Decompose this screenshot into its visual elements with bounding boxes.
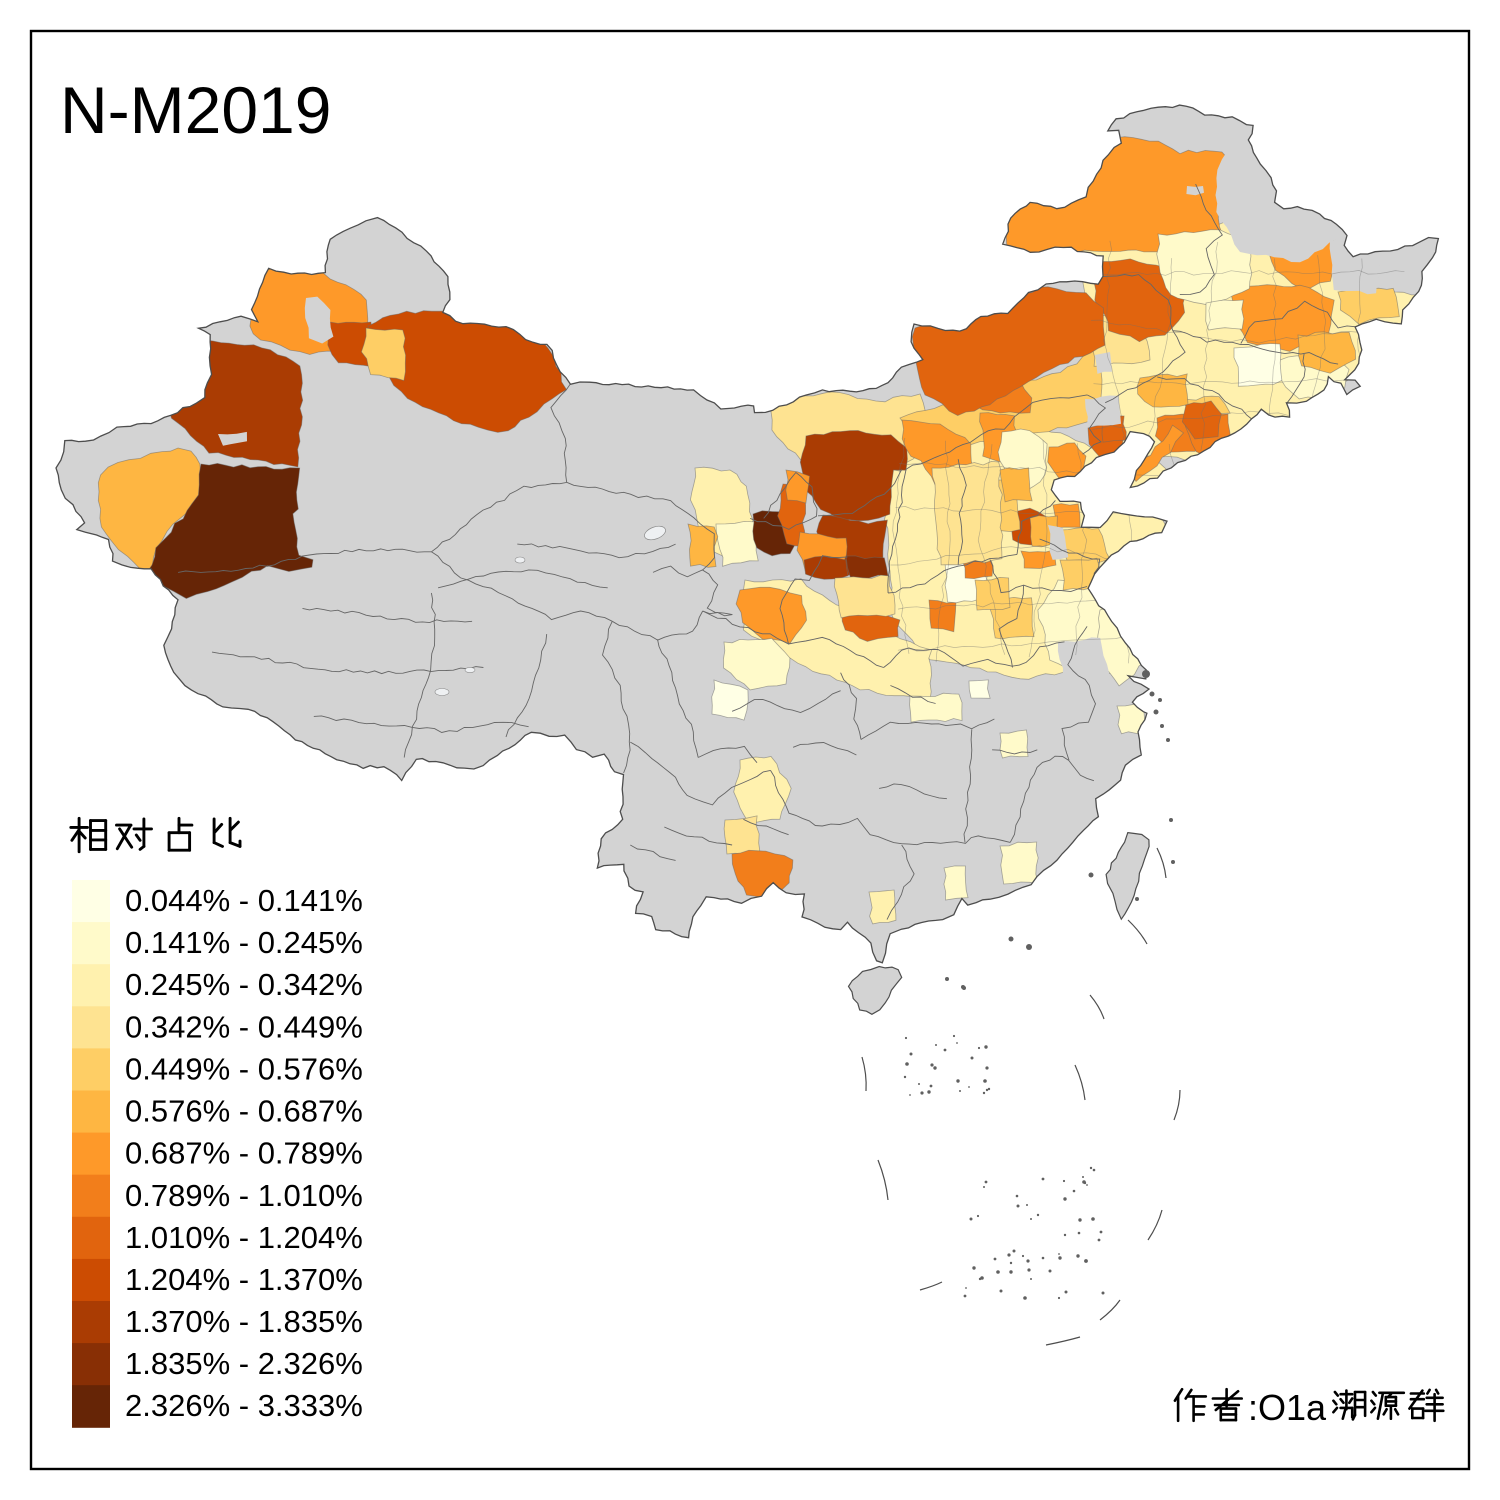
- svg-text:0.141% - 0.245%: 0.141% - 0.245%: [125, 925, 363, 960]
- svg-text:0.576% - 0.687%: 0.576% - 0.687%: [125, 1094, 363, 1129]
- svg-text:0.342% - 0.449%: 0.342% - 0.449%: [125, 1009, 363, 1044]
- svg-text:1.835% - 2.326%: 1.835% - 2.326%: [125, 1346, 363, 1381]
- svg-text:1.010% - 1.204%: 1.010% - 1.204%: [125, 1220, 363, 1255]
- svg-text:1.370% - 1.835%: 1.370% - 1.835%: [125, 1304, 363, 1339]
- svg-text:N-M2019: N-M2019: [60, 73, 331, 147]
- svg-text:0.789% - 1.010%: 0.789% - 1.010%: [125, 1178, 363, 1213]
- svg-text:0.245% - 0.342%: 0.245% - 0.342%: [125, 967, 363, 1002]
- svg-text:0.044% - 0.141%: 0.044% - 0.141%: [125, 883, 363, 918]
- svg-text:2.326% - 3.333%: 2.326% - 3.333%: [125, 1388, 363, 1423]
- svg-text:0.449% - 0.576%: 0.449% - 0.576%: [125, 1052, 363, 1087]
- svg-text::O1a: :O1a: [1248, 1387, 1327, 1428]
- svg-text:1.204% - 1.370%: 1.204% - 1.370%: [125, 1262, 363, 1297]
- svg-text:0.687% - 0.789%: 0.687% - 0.789%: [125, 1136, 363, 1171]
